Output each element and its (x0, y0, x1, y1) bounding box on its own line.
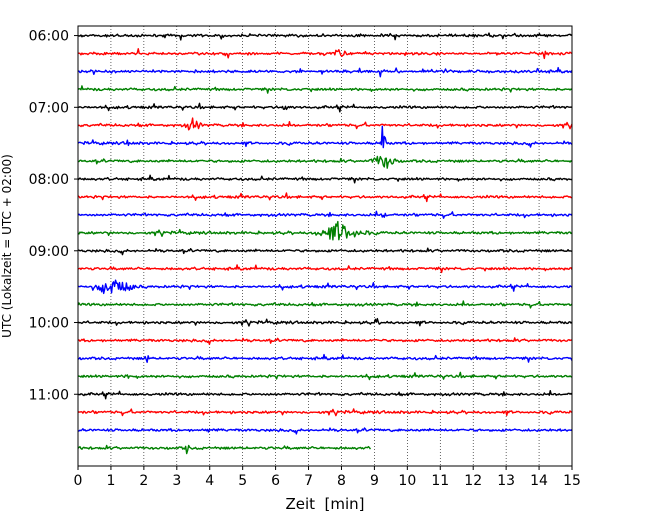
trace-row-11:15 (77, 408, 573, 417)
trace-row-07:15 (77, 117, 573, 131)
x-tick-label: 12 (464, 473, 482, 489)
x-tick-label: 3 (172, 473, 181, 489)
y-tick-label: 09:00 (29, 244, 69, 260)
x-tick-label: 6 (271, 473, 280, 489)
x-tick-label: 13 (497, 473, 515, 489)
trace-row-08:45 (77, 220, 573, 241)
trace-row-08:30 (77, 210, 573, 219)
trace-row-10:00 (77, 317, 573, 327)
trace-row-11:00 (77, 389, 573, 400)
x-tick-label: 0 (74, 473, 83, 489)
x-tick-label: 7 (304, 473, 313, 489)
trace-row-09:45 (77, 300, 573, 309)
trace-row-06:30 (77, 66, 573, 78)
trace-row-07:00 (77, 102, 573, 113)
y-tick-label: 07:00 (29, 100, 69, 116)
y-tick-label: 11:00 (29, 387, 69, 403)
y-axis-label: UTC (Lokalzeit = UTC + 02:00) (0, 154, 14, 338)
trace-row-08:15 (77, 192, 573, 203)
plot-frame (77, 25, 573, 467)
y-tick-label: 08:00 (29, 172, 69, 188)
seismic-traces (77, 32, 573, 455)
y-tick-label: 10:00 (29, 316, 69, 332)
x-tick-label: 11 (431, 473, 449, 489)
x-axis-label: Zeit [min] (285, 495, 364, 513)
trace-row-09:30 (77, 279, 573, 295)
trace-row-06:00 (77, 32, 573, 41)
x-tick-label: 1 (106, 473, 115, 489)
y-axis: 06:00 07:00 08:00 09:00 10:00 11:00 (29, 29, 78, 403)
x-tick-label: 14 (530, 473, 548, 489)
x-tick-label: 5 (238, 473, 247, 489)
trace-row-06:15 (77, 48, 573, 60)
trace-row-09:15 (77, 264, 573, 274)
x-tick-label: 2 (139, 473, 148, 489)
trace-row-10:15 (77, 337, 573, 345)
x-tick-label: 9 (370, 473, 379, 489)
vertical-grid (110, 26, 540, 466)
trace-row-10:45 (77, 371, 573, 381)
trace-row-07:30 (77, 125, 573, 149)
trace-row-07:45 (77, 155, 573, 169)
y-tick-label: 06:00 (29, 29, 69, 45)
x-tick-label: 8 (337, 473, 346, 489)
x-tick-label: 15 (563, 473, 581, 489)
trace-row-11:30 (77, 427, 573, 435)
x-axis: 0 1 2 3 4 5 6 7 8 9 10 11 12 13 14 15 (74, 466, 581, 489)
trace-row-06:45 (77, 85, 573, 94)
trace-row-11:45 (77, 444, 372, 455)
trace-row-09:00 (77, 247, 573, 256)
trace-row-08:00 (77, 174, 573, 184)
trace-row-10:30 (77, 353, 573, 363)
x-tick-label: 4 (205, 473, 214, 489)
x-tick-label: 10 (398, 473, 416, 489)
